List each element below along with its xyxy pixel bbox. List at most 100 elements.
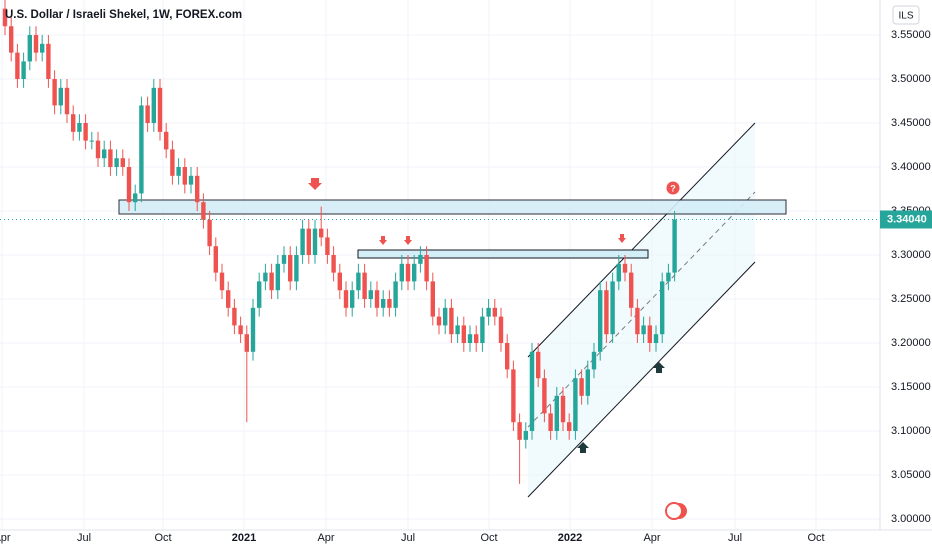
x-tick-label: Oct [807, 532, 824, 544]
candle-body [536, 351, 541, 379]
candle-body [325, 237, 330, 256]
candle-body [672, 219, 677, 273]
candle-body [616, 263, 621, 282]
candle-body [188, 175, 194, 185]
candle-body [238, 325, 243, 335]
candle-body [27, 35, 32, 62]
candle-body [300, 228, 305, 256]
question-mark: ? [670, 183, 676, 193]
candle-body [102, 149, 107, 159]
candle-body [33, 35, 39, 53]
candle-body [653, 334, 659, 344]
candle-body [195, 175, 200, 203]
candle-body [585, 369, 590, 396]
candle-body [275, 263, 280, 291]
candle-body [319, 228, 324, 238]
y-tick-label: 3.25000 [891, 293, 931, 305]
candle-body [505, 343, 510, 370]
candle-body [64, 87, 70, 115]
candle-body [443, 307, 448, 326]
candle-body [331, 255, 336, 273]
candle-body [381, 299, 386, 308]
candle-body [83, 123, 88, 141]
candle-body [244, 334, 249, 352]
candle-body [2, 8, 8, 27]
last-price-box [880, 210, 932, 229]
candle-body [412, 263, 417, 282]
candle-body [213, 246, 218, 273]
candle-body [430, 281, 435, 317]
candle-body [164, 131, 169, 150]
y-tick-label: 3.00000 [891, 513, 931, 525]
candle-body [58, 87, 63, 106]
candle-body [598, 290, 603, 352]
candle-body [114, 158, 119, 168]
resistance-zone [118, 199, 787, 215]
candle-body [436, 316, 442, 326]
arrow-up [653, 362, 665, 373]
y-tick-label: 3.30000 [891, 249, 931, 261]
candle-body [449, 307, 454, 335]
currency: ILS [898, 11, 913, 22]
candle-body [40, 43, 45, 53]
candle-body [548, 413, 553, 432]
y-tick-label: 3.50000 [891, 73, 931, 85]
candle-body [573, 378, 578, 432]
arrow-down [618, 234, 626, 243]
candle-body [387, 299, 392, 308]
arrow-down [308, 178, 322, 190]
candle-body [660, 281, 665, 335]
x-tick-label: Jul [77, 532, 91, 544]
candle-body [393, 281, 398, 308]
candle-body [21, 61, 26, 80]
candle-body [15, 52, 20, 80]
chart-title: U.S. Dollar / Israeli Shekel, 1W, FOREX.… [5, 9, 242, 21]
candle-body [604, 290, 609, 335]
candle-body [139, 105, 144, 194]
candle-body [610, 281, 615, 335]
candle-body [250, 307, 256, 352]
candle-body [405, 263, 411, 282]
flag-icon [665, 502, 687, 520]
candle-body [263, 272, 268, 282]
candle-body [517, 422, 522, 440]
candle-body [498, 316, 504, 344]
arrow-down [404, 236, 412, 245]
candle-body [232, 307, 237, 326]
candle-body [133, 193, 138, 203]
candle-body [201, 202, 206, 220]
x-tick-label: Oct [480, 532, 497, 544]
y-tick-label: 3.20000 [891, 337, 931, 349]
x-tick-label: Apr [317, 532, 334, 544]
candle-body [622, 263, 628, 273]
candle-body [71, 114, 76, 132]
candle-body [288, 255, 293, 282]
candle-body [374, 290, 380, 308]
candle-body [418, 255, 423, 264]
candle-body [591, 351, 597, 370]
candle-body [424, 255, 429, 282]
candle-body [486, 307, 491, 317]
candle-body [151, 87, 156, 124]
candle-body [529, 351, 535, 432]
candle-body [641, 325, 646, 335]
y-tick-label: 3.55000 [891, 29, 931, 41]
candle-body [666, 272, 671, 282]
flag-circle [665, 502, 683, 520]
y-tick-label: 3.40000 [891, 161, 931, 173]
candle-body [294, 255, 299, 282]
price-axis [880, 0, 932, 530]
x-tick-label: 2021 [232, 532, 256, 544]
candle-body [312, 228, 318, 256]
arrow-up [577, 442, 589, 453]
candle-body [523, 431, 528, 440]
arrow-down [379, 236, 387, 245]
currency-box[interactable] [892, 5, 920, 25]
candle-body [511, 369, 516, 423]
x-tick-label: 2022 [558, 532, 582, 544]
channel-lower [527, 261, 756, 498]
candle-body [306, 228, 311, 256]
candle-body [368, 290, 373, 300]
candle-body [77, 123, 82, 132]
